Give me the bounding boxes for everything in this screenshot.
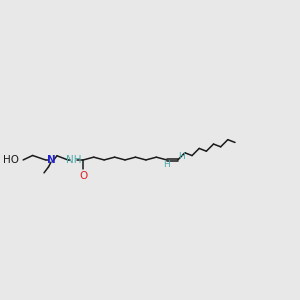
Text: O: O [79, 171, 87, 182]
Text: H: H [178, 152, 184, 161]
Text: H: H [163, 160, 170, 169]
Text: N: N [46, 155, 56, 165]
Text: NH: NH [66, 155, 81, 165]
Text: HO: HO [3, 155, 19, 165]
